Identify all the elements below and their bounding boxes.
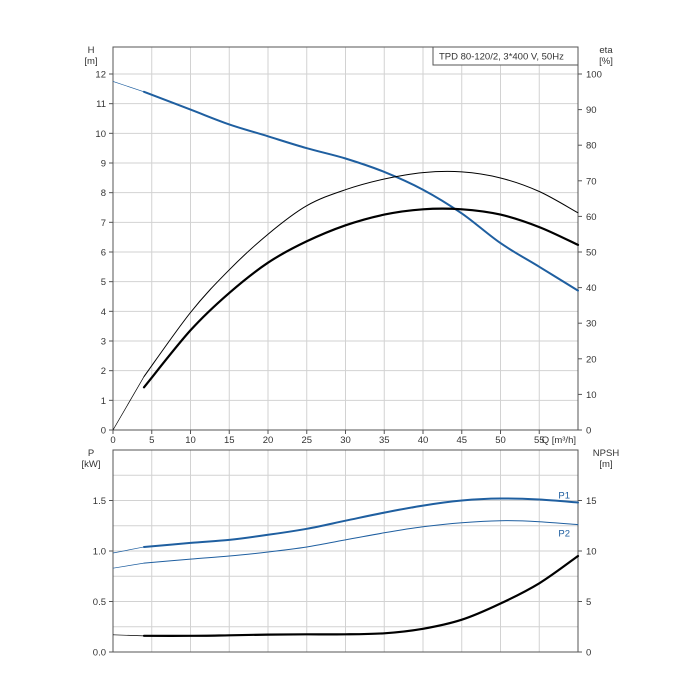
x-tick-label: 45 [456, 435, 467, 446]
x-tick-label: 25 [301, 435, 312, 446]
y-left-tick-label: 3 [101, 337, 106, 348]
y-left-tick-label: 12 [95, 70, 106, 81]
x-tick-label: 55 [534, 435, 545, 446]
series-extension-line [112, 546, 145, 554]
y-left-tick-label: 7 [101, 218, 106, 229]
series-extension-line [112, 562, 145, 569]
y-left-tick-label: 0 [101, 426, 106, 437]
x-tick-label: 40 [418, 435, 429, 446]
y-left-tick-label: 0.5 [93, 597, 106, 608]
y-right-tick-label: 0 [586, 648, 591, 659]
y-right-axis-unit: [%] [599, 56, 613, 67]
y-left-tick-label: 6 [101, 248, 106, 259]
x-tick-label: 5 [149, 435, 154, 446]
y-right-tick-label: 100 [586, 70, 602, 81]
y-left-tick-label: 8 [101, 188, 106, 199]
y-right-tick-label: 70 [586, 176, 597, 187]
y-right-tick-label: 80 [586, 141, 597, 152]
y-left-tick-label: 2 [101, 366, 106, 377]
y-right-tick-label: 10 [586, 547, 597, 558]
y-left-axis-unit: [kW] [82, 459, 101, 470]
y-left-tick-label: 5 [101, 277, 106, 288]
x-tick-label: 50 [495, 435, 506, 446]
y-right-tick-label: 20 [586, 354, 597, 365]
series-line-p2 [143, 520, 579, 564]
x-tick-label: 20 [263, 435, 274, 446]
series-label-p1: P1 [558, 491, 570, 502]
series-label-p2: P2 [558, 529, 570, 540]
x-tick-label: 15 [224, 435, 235, 446]
y-right-axis-label: eta [599, 45, 613, 56]
series-line-efficiency-total [142, 207, 580, 389]
y-right-tick-label: 0 [586, 426, 591, 437]
x-axis-label: Q [m³/h] [542, 435, 576, 446]
y-left-tick-label: 1.5 [93, 496, 106, 507]
y-left-tick-label: 1.0 [93, 547, 106, 558]
y-left-tick-label: 9 [101, 159, 106, 170]
y-right-tick-label: 15 [586, 496, 597, 507]
series-line-npsh [142, 554, 580, 637]
series-line-p1 [143, 497, 579, 548]
y-right-tick-label: 60 [586, 212, 597, 223]
title-box [432, 46, 579, 66]
series-extension-line [112, 376, 145, 431]
series-extension-line [112, 634, 145, 637]
x-tick-label: 35 [379, 435, 390, 446]
y-right-tick-label: 40 [586, 283, 597, 294]
y-left-tick-label: 4 [101, 307, 106, 318]
y-left-tick-label: 11 [96, 99, 106, 110]
series-line-efficiency-eta [143, 170, 579, 378]
y-right-tick-label: 90 [586, 105, 597, 116]
series-line-head [143, 90, 579, 292]
panel-head-efficiency [109, 46, 582, 434]
x-tick-label: 30 [340, 435, 351, 446]
y-left-tick-label: 10 [95, 129, 106, 140]
y-left-axis-label: P [88, 448, 94, 459]
y-left-tick-label: 1 [101, 396, 106, 407]
y-right-tick-label: 50 [586, 248, 597, 259]
x-tick-label: 10 [185, 435, 196, 446]
panel-power-npsh [109, 449, 582, 653]
y-right-tick-label: 5 [586, 597, 591, 608]
y-left-axis-unit: [m] [84, 56, 97, 67]
y-right-axis-label: NPSH [593, 448, 620, 459]
y-left-tick-label: 0.0 [93, 648, 106, 659]
chart-title: TPD 80-120/2, 3*400 V, 50Hz [439, 52, 564, 63]
series-extension-line [112, 81, 145, 93]
y-right-tick-label: 30 [586, 319, 597, 330]
x-tick-label: 0 [110, 435, 115, 446]
y-right-tick-label: 10 [586, 390, 597, 401]
y-right-axis-unit: [m] [599, 459, 612, 470]
y-left-axis-label: H [88, 45, 95, 56]
